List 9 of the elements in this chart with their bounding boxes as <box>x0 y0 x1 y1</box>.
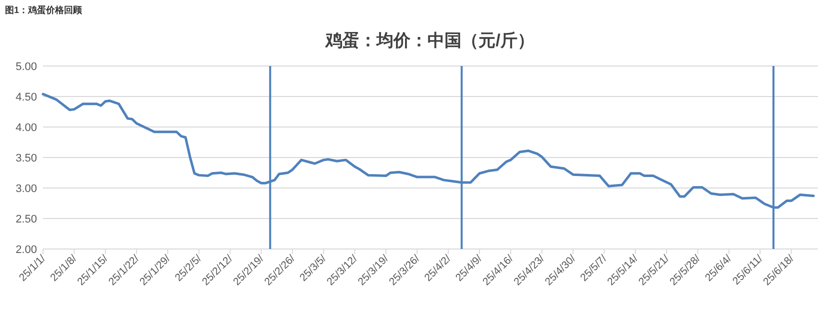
chart-title: 鸡蛋：均价：中国（元/斤） <box>324 31 534 50</box>
y-tick-label: 2.50 <box>16 214 37 226</box>
y-tick-label: 5.00 <box>16 61 37 73</box>
y-tick-label: 3.00 <box>16 183 37 195</box>
y-tick-label: 3.50 <box>16 152 37 164</box>
caption: 图1：鸡蛋价格回顾 <box>5 5 84 15</box>
y-tick-label: 4.50 <box>16 92 37 104</box>
y-tick-label: 4.00 <box>16 122 37 134</box>
y-tick-label: 2.00 <box>16 244 37 256</box>
